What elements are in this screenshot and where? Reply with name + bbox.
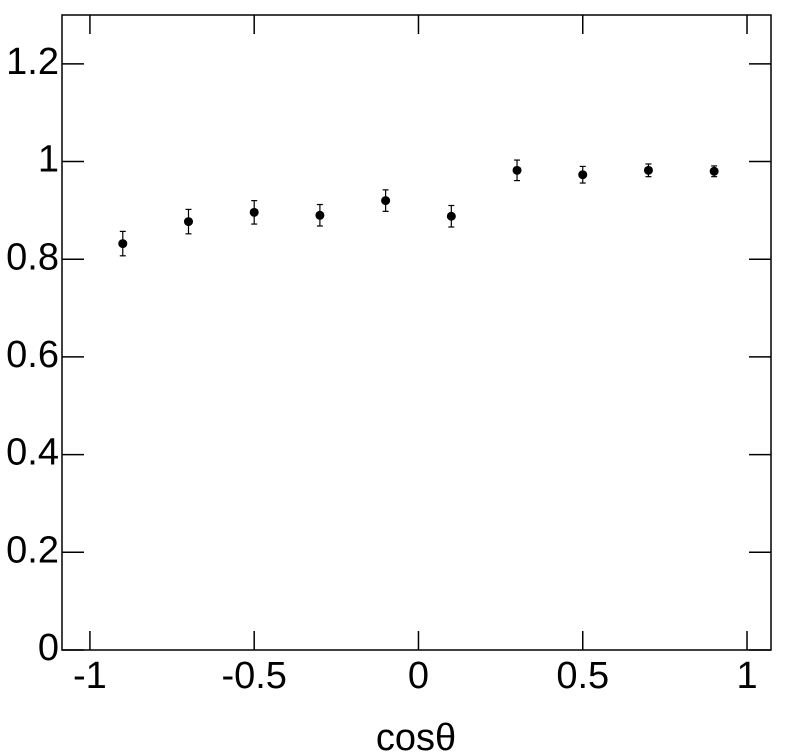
data-point [249, 207, 259, 217]
y-tick-label: 0.6 [6, 334, 59, 376]
data-point [315, 210, 325, 220]
data-point [118, 239, 128, 249]
y-tick-label: 0.2 [6, 529, 59, 571]
data-point [183, 217, 193, 227]
y-tick-label: 1 [38, 139, 59, 181]
data-point [381, 196, 391, 206]
data-point [446, 211, 456, 221]
x-tick-label: -1 [73, 655, 107, 697]
data-point [709, 166, 719, 176]
x-tick-label: 0 [408, 655, 429, 697]
data-point [643, 165, 653, 175]
x-tick-label: 1 [736, 655, 757, 697]
y-tick-label: 1.2 [6, 41, 59, 83]
plot-frame [61, 14, 772, 651]
data-point [512, 165, 522, 175]
y-tick-label: 0 [38, 627, 59, 669]
x-tick-label: -0.5 [221, 655, 286, 697]
x-tick-label: 0.5 [556, 655, 609, 697]
y-tick-label: 0.8 [6, 236, 59, 278]
y-tick-label: 0.4 [6, 432, 59, 474]
x-axis-label: cosθ [376, 717, 456, 756]
data-point [578, 170, 588, 180]
